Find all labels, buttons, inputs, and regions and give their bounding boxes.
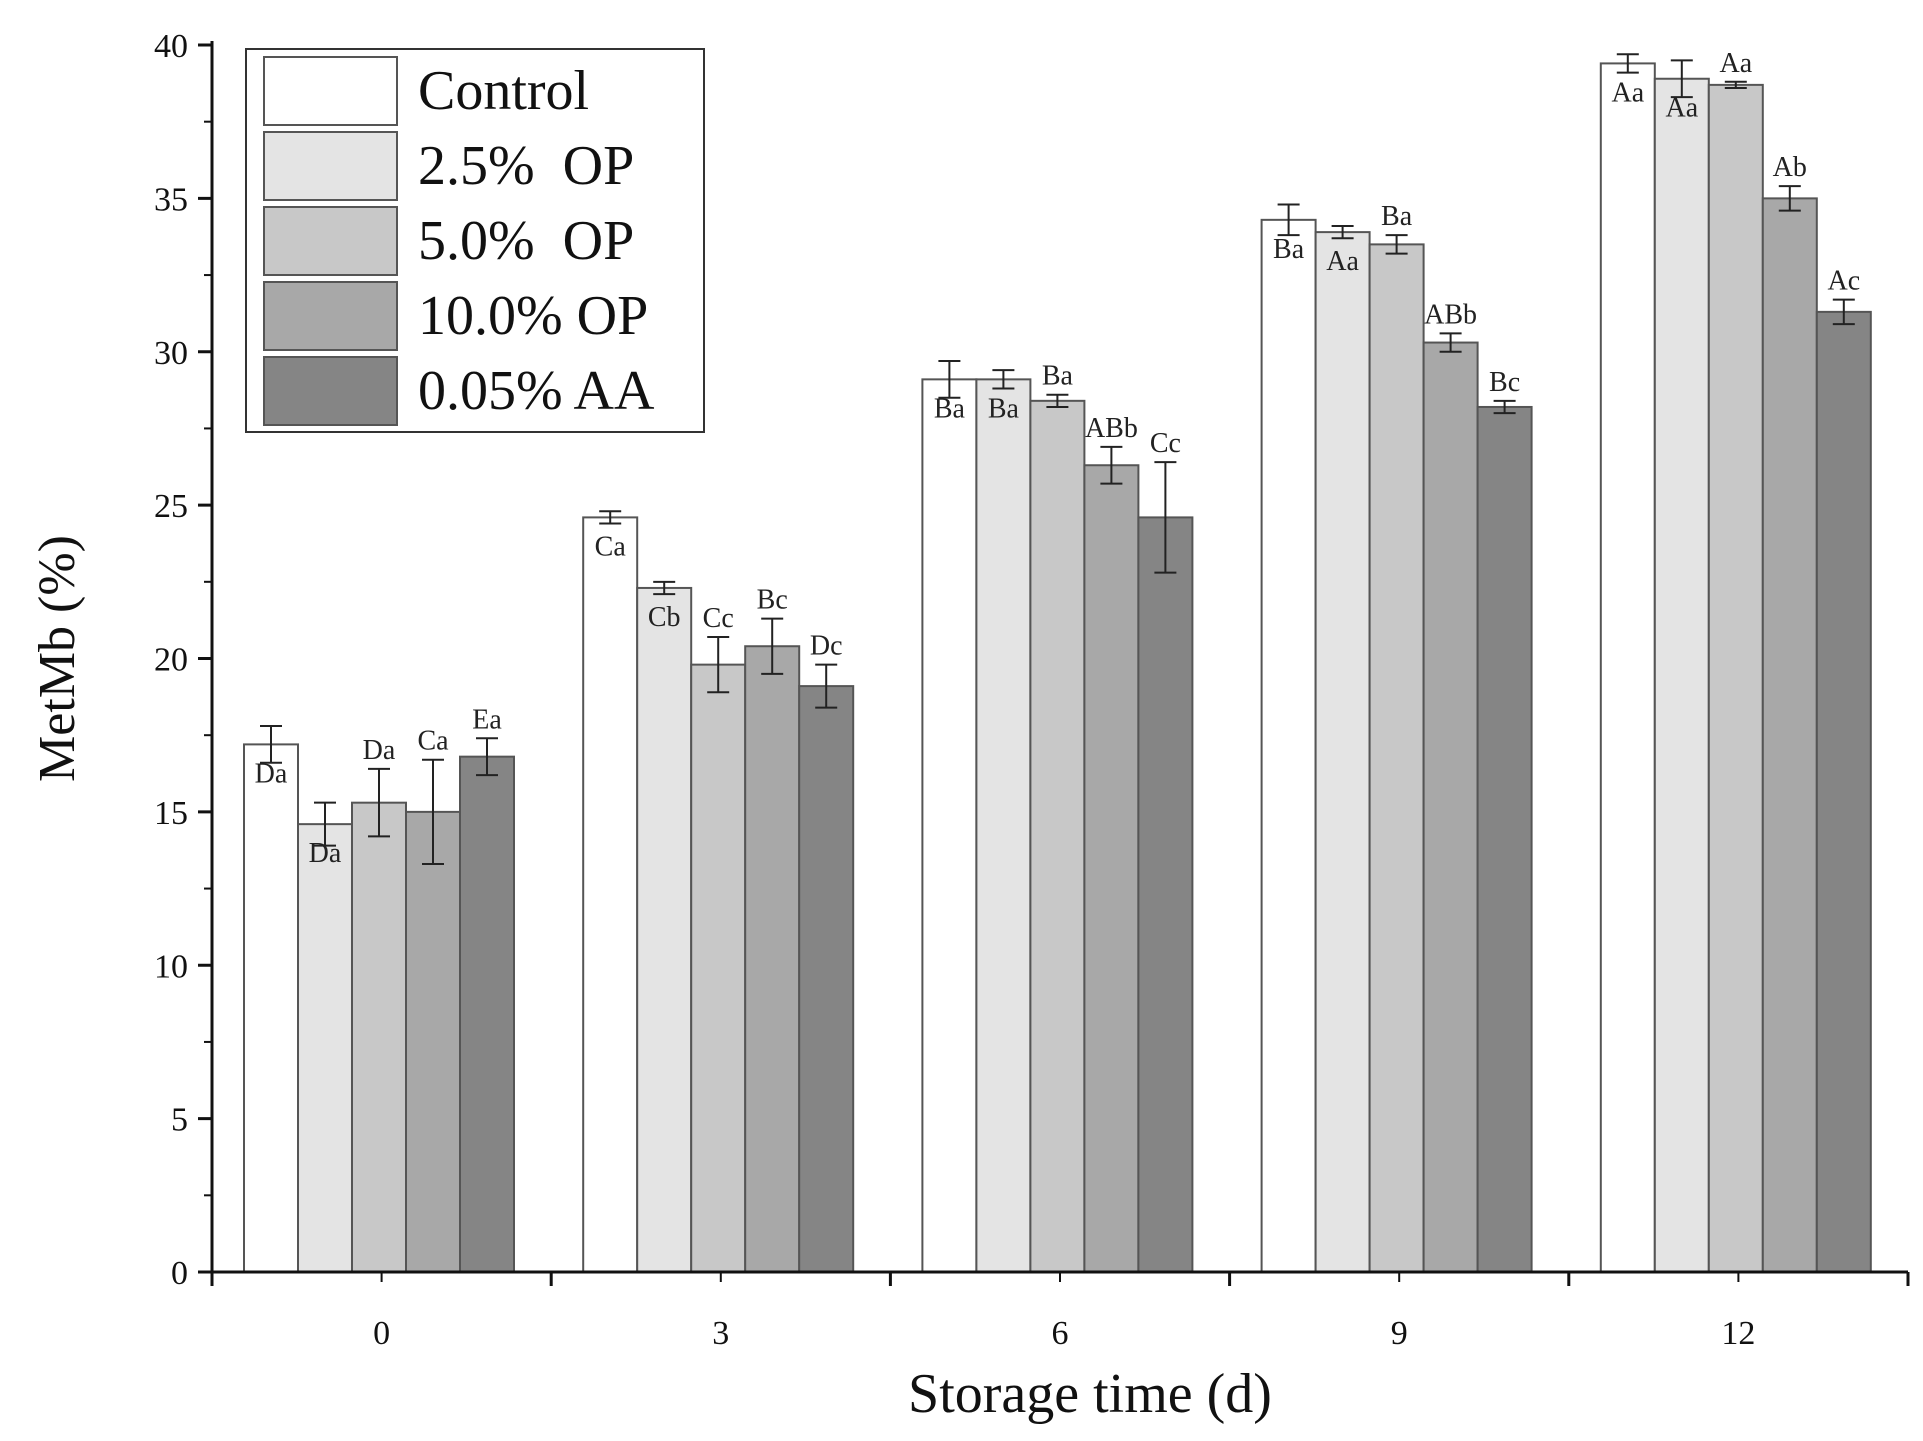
significance-label: Ab [1773,152,1807,183]
bar [459,755,515,1273]
significance-label: Dc [810,631,843,662]
significance-label: Aa [1611,77,1644,108]
significance-label: Aa [1326,246,1359,277]
significance-label: Bc [1489,367,1520,398]
x-tick-label: 3 [712,1315,729,1352]
legend-label: 0.05% AA [418,360,655,422]
bar [1083,464,1140,1273]
bar [1422,341,1479,1273]
bar [636,586,693,1273]
legend: Control 2.5% OP 5.0% OP 10.0% OP 0.05% AA [245,48,705,433]
y-axis-title: MetMb (%) [29,535,86,782]
bar [297,823,353,1274]
significance-label: Ba [1273,234,1305,265]
legend-swatch [263,356,398,426]
x-axis-title: Storage time (d) [908,1363,1272,1425]
legend-swatch [263,281,398,351]
significance-label: Ca [417,726,449,757]
significance-labels-layer: Da Da Da Ca Ea Ca Cb Cc Bc Dc Ba Ba Ba ABb Cc Ba Aa Ba ABb… [255,48,1860,869]
significance-label: Cb [648,602,681,633]
bar [351,801,407,1273]
significance-label: Ac [1827,266,1860,297]
significance-label: Aa [1665,93,1698,124]
y-tick-label: 20 [154,642,188,679]
significance-label: Da [309,838,342,869]
significance-label: Da [363,735,396,766]
legend-swatch [263,131,398,201]
significance-label: Cc [1150,428,1181,459]
bar [1260,218,1317,1273]
y-tick-label: 15 [154,795,188,832]
y-tick-label: 0 [171,1255,188,1292]
bar [1137,516,1194,1273]
bar [1599,62,1656,1273]
bar [1029,399,1086,1273]
legend-label: 2.5% OP [418,135,634,197]
bar [1314,231,1371,1273]
error-bars-layer [260,53,1855,866]
bar [798,685,855,1273]
significance-label: Aa [1719,48,1752,79]
significance-label: Cc [703,603,734,634]
legend-label: 5.0% OP [418,210,634,272]
y-tick-label: 5 [171,1102,188,1139]
bar [1368,243,1425,1274]
significance-label: ABb [1424,299,1477,330]
significance-label: ABb [1085,413,1138,444]
bar [1707,83,1764,1274]
significance-label: Ca [595,531,627,562]
significance-label: Ea [472,704,502,735]
significance-label: Ba [934,393,966,424]
bar [1653,77,1710,1273]
bars-layer [243,62,1872,1274]
bar [1761,197,1818,1273]
y-tick-label: 35 [154,181,188,218]
significance-label: Ba [1042,361,1074,392]
bar [975,378,1032,1274]
axes-layer: 0 5 10 15 20 25 30 35 40 0 3 6 9 12 [154,28,1910,1352]
significance-label: Da [255,758,288,789]
bar [243,743,299,1273]
x-tick-label: 0 [373,1315,390,1352]
legend-swatch [263,56,398,126]
bar [1476,405,1533,1273]
bar [921,378,978,1274]
y-tick-label: 25 [154,488,188,525]
bar [582,516,639,1273]
legend-label: 10.0% OP [418,285,648,347]
x-tick-label: 12 [1721,1315,1755,1352]
bar [690,663,747,1273]
legend-label: Control [418,60,589,122]
y-tick-label: 30 [154,335,188,372]
y-tick-label: 10 [154,948,188,985]
x-tick-label: 9 [1391,1315,1408,1352]
x-tick-label: 6 [1052,1315,1069,1352]
bar [1815,310,1872,1273]
bar [744,645,801,1273]
significance-label: Ba [988,393,1020,424]
bar [405,810,461,1273]
significance-label: Bc [757,585,788,616]
significance-label: Ba [1381,201,1413,232]
legend-swatch [263,206,398,276]
y-tick-label: 40 [154,28,188,65]
